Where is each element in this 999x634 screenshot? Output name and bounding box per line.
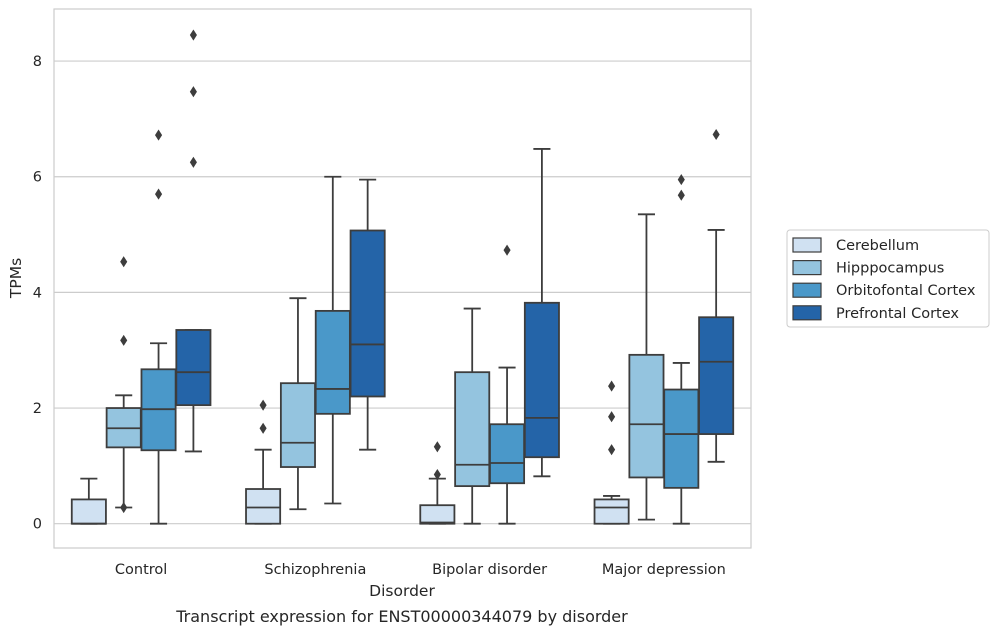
outlier-point bbox=[259, 399, 267, 411]
x-tick-label: Major depression bbox=[602, 562, 726, 578]
outlier-point bbox=[259, 422, 267, 434]
outlier-point bbox=[154, 129, 163, 141]
legend-label: Orbitofontal Cortex bbox=[836, 283, 976, 299]
y-tick-label: 6 bbox=[33, 170, 42, 186]
outlier-point bbox=[712, 128, 720, 141]
outlier-point bbox=[433, 441, 441, 453]
outlier-point bbox=[189, 29, 197, 41]
x-tick-label: Bipolar disorder bbox=[432, 562, 547, 578]
legend-swatch bbox=[792, 305, 822, 321]
box bbox=[245, 488, 282, 525]
x-tick-labels: Control Schizophrenia Bipolar disorder Majo… bbox=[115, 562, 726, 578]
legend-frame bbox=[786, 229, 990, 328]
box bbox=[454, 371, 491, 488]
outlier-point bbox=[189, 156, 197, 168]
y-tick-labels: 0 2 4 6 8 bbox=[33, 54, 42, 533]
series-hipppocampus bbox=[105, 213, 665, 525]
x-axis-label: Disorder bbox=[369, 582, 435, 600]
legend-swatch bbox=[792, 237, 822, 253]
outlier-point bbox=[503, 244, 511, 256]
outlier-point bbox=[608, 380, 616, 392]
legend-swatch bbox=[792, 260, 822, 276]
x-tick-label: Control bbox=[115, 562, 167, 578]
outlier-point bbox=[120, 334, 128, 346]
box bbox=[523, 301, 560, 459]
box bbox=[489, 423, 526, 485]
outlier-point bbox=[433, 468, 441, 481]
legend-items: Cerebellum Hipppocampus Orbitofontal Corte… bbox=[792, 237, 976, 322]
legend-label: Prefrontal Cortex bbox=[836, 306, 959, 322]
outlier-point bbox=[608, 411, 616, 423]
y-tick-label: 8 bbox=[33, 54, 42, 70]
outlier-point bbox=[677, 174, 685, 186]
box bbox=[70, 498, 107, 525]
box bbox=[175, 329, 212, 407]
outlier-point bbox=[189, 86, 197, 98]
box bbox=[419, 504, 456, 525]
legend: Cerebellum Hipppocampus Orbitofontal Corte… bbox=[786, 229, 990, 328]
y-tick-label: 4 bbox=[33, 285, 42, 301]
y-tick-label: 2 bbox=[33, 401, 42, 417]
box-series bbox=[70, 29, 735, 525]
legend-label: Cerebellum bbox=[836, 238, 919, 254]
outlier-point bbox=[120, 501, 128, 514]
box bbox=[314, 309, 351, 415]
legend-swatch bbox=[792, 282, 822, 298]
chart-caption: Transcript expression for ENST0000034407… bbox=[175, 607, 628, 626]
series-prefrontal-cortex bbox=[175, 29, 735, 478]
box bbox=[628, 353, 665, 479]
x-tick-label: Schizophrenia bbox=[264, 562, 366, 578]
box bbox=[279, 382, 316, 468]
outlier-point bbox=[154, 188, 163, 200]
series-orbitofontal-cortex bbox=[140, 129, 700, 525]
outlier-point bbox=[120, 256, 128, 268]
box bbox=[663, 388, 700, 489]
y-axis-label: TPMs bbox=[7, 258, 25, 299]
y-tick-label: 0 bbox=[33, 517, 42, 533]
series-cerebellum bbox=[70, 380, 630, 525]
box bbox=[349, 229, 386, 398]
outlier-point bbox=[608, 444, 616, 456]
outlier-point bbox=[677, 189, 685, 201]
box bbox=[593, 498, 630, 525]
legend-label: Hipppocampus bbox=[836, 261, 944, 277]
box bbox=[698, 316, 735, 435]
